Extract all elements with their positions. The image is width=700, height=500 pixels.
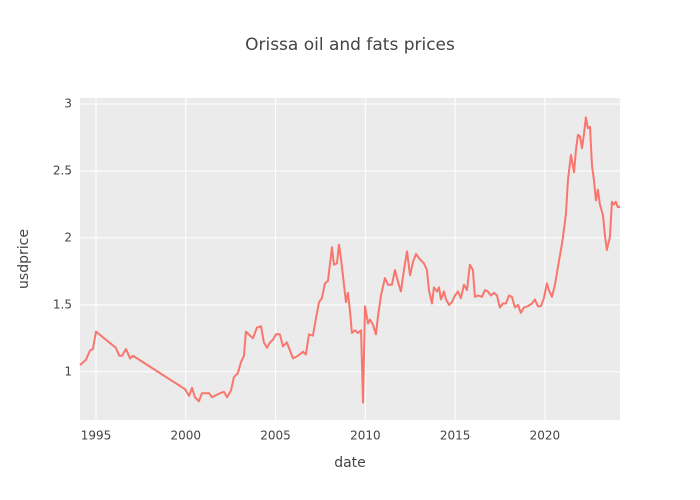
- y-tick-label: 2.5: [53, 163, 72, 177]
- x-tick-label: 2010: [350, 429, 381, 443]
- x-tick-label: 2015: [440, 429, 471, 443]
- x-tick-label: 2005: [260, 429, 291, 443]
- x-tick-label: 1995: [81, 429, 112, 443]
- x-tick-label: 2020: [530, 429, 561, 443]
- y-tick-label: 1: [64, 364, 72, 378]
- y-tick-label: 1.5: [53, 297, 72, 311]
- plot-area: [80, 98, 620, 420]
- x-axis-title: date: [334, 455, 366, 471]
- chart-title: Orissa oil and fats prices: [245, 35, 455, 55]
- data-line: [79, 116, 620, 404]
- y-axis-title: usdprice: [16, 229, 32, 289]
- x-tick-label: 2000: [170, 429, 201, 443]
- y-tick-label: 3: [64, 97, 72, 111]
- y-tick-label: 2: [64, 230, 72, 244]
